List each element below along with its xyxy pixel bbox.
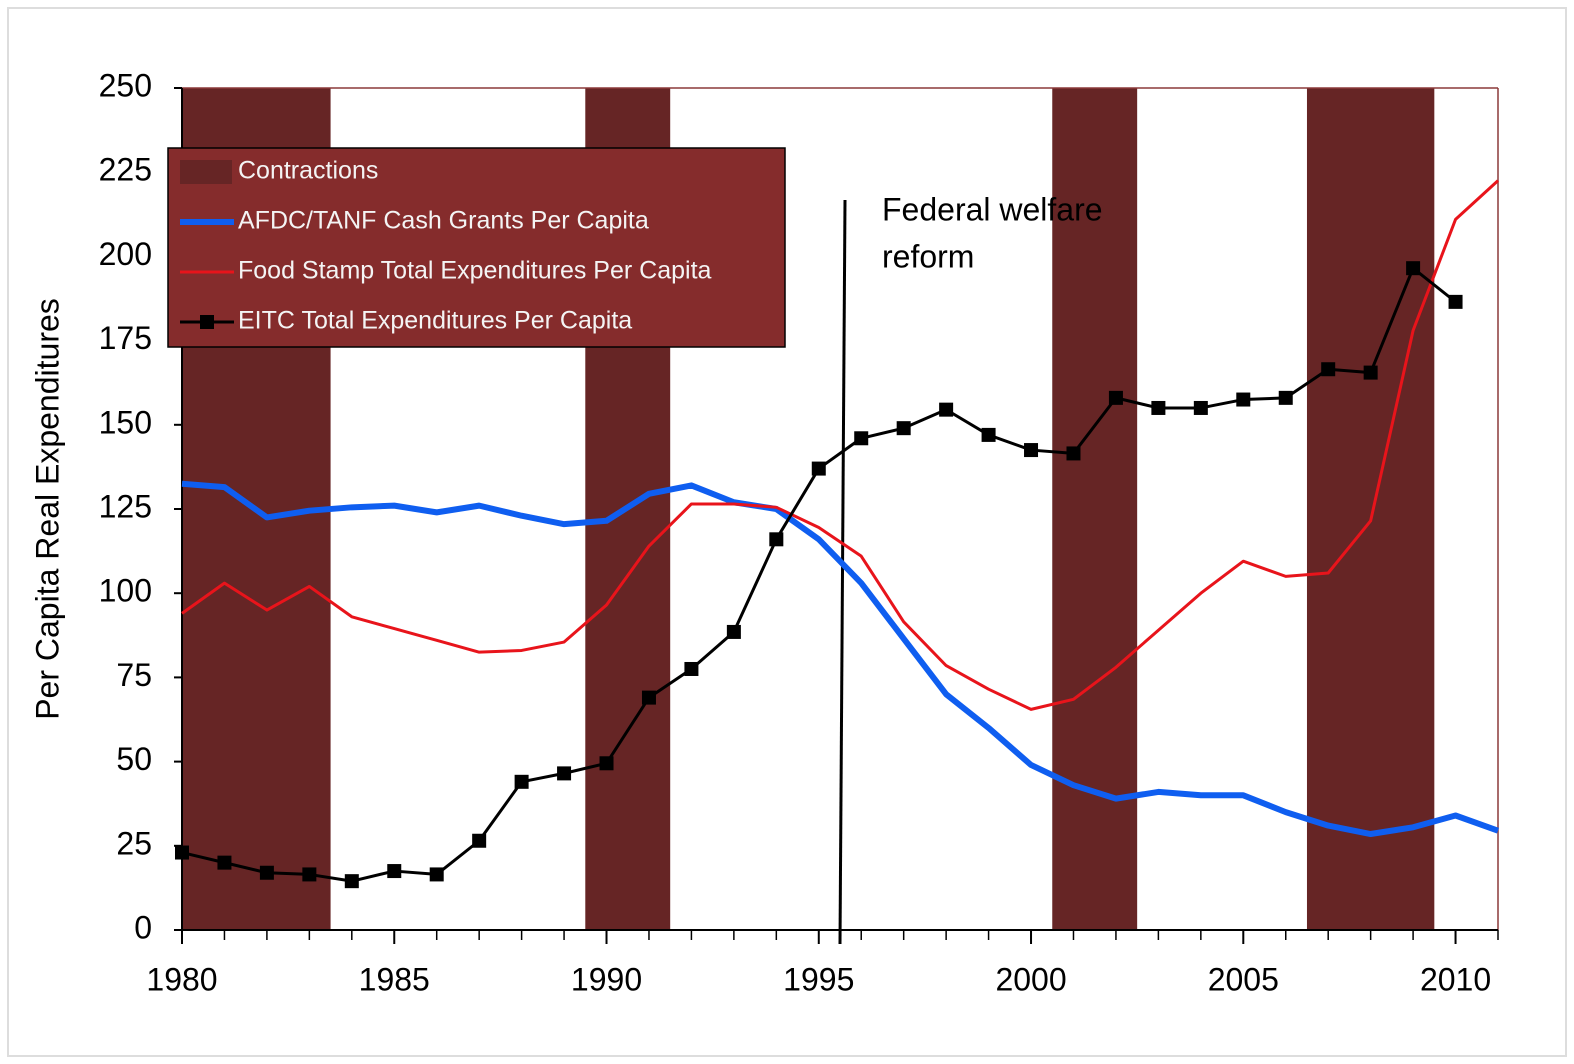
series-marker	[811, 461, 826, 476]
series-marker	[344, 874, 359, 889]
legend-swatch	[180, 160, 232, 184]
y-tick-label: 50	[116, 741, 152, 777]
series-marker	[472, 833, 487, 848]
series-line	[181, 480, 1500, 838]
series-marker	[599, 756, 614, 771]
y-tick-label: 150	[99, 404, 152, 440]
series-marker	[1024, 443, 1039, 458]
x-tick-label: 2000	[995, 961, 1066, 997]
y-tick-label: 0	[134, 909, 152, 945]
series-marker	[217, 855, 232, 870]
annotation-line	[838, 199, 847, 945]
series-marker	[302, 867, 317, 882]
y-tick-label: 125	[99, 488, 152, 524]
series-marker	[1066, 446, 1081, 461]
series-marker	[387, 864, 402, 879]
y-tick-label: 250	[99, 67, 152, 103]
series-marker	[429, 867, 444, 882]
series-marker	[896, 421, 911, 436]
y-tick-label: 225	[99, 152, 152, 188]
series-marker	[769, 532, 784, 547]
series-marker	[1406, 261, 1421, 276]
series-marker	[1363, 365, 1378, 380]
y-tick-label: 200	[99, 236, 152, 272]
annotation-text: reform	[882, 238, 974, 274]
x-tick-label: 2010	[1420, 961, 1491, 997]
x-tick-label: 1985	[359, 961, 430, 997]
y-tick-label: 100	[99, 573, 152, 609]
y-axis-label: Per Capita Real Expenditures	[29, 298, 65, 720]
series-marker	[1151, 400, 1166, 415]
series-marker	[684, 661, 699, 676]
series-marker	[557, 766, 572, 781]
series-marker	[1236, 392, 1251, 407]
series-marker	[1448, 294, 1463, 309]
y-tick-label: 25	[116, 825, 152, 861]
series-line	[181, 179, 1500, 711]
legend-label: Contractions	[238, 157, 378, 185]
series-marker	[1278, 390, 1293, 405]
legend-marker	[200, 315, 214, 329]
series-marker	[514, 774, 529, 789]
series-marker	[1108, 390, 1123, 405]
series-marker	[175, 845, 189, 860]
x-tick-label: 1980	[146, 961, 217, 997]
x-tick-label: 1995	[783, 961, 854, 997]
series-marker	[259, 865, 274, 880]
x-tick-label: 1990	[571, 961, 642, 997]
y-tick-label: 75	[116, 657, 152, 693]
series-marker	[939, 402, 954, 417]
series-marker	[981, 427, 996, 442]
annotation-text: Federal welfare	[882, 191, 1103, 227]
series-marker	[1321, 362, 1336, 377]
series-marker	[641, 690, 656, 705]
legend-label: Food Stamp Total Expenditures Per Capita	[238, 257, 712, 285]
legend-label: AFDC/TANF Cash Grants Per Capita	[238, 207, 649, 235]
series-marker	[726, 624, 741, 639]
series-marker	[854, 431, 869, 446]
legend-label: EITC Total Expenditures Per Capita	[238, 307, 632, 335]
y-tick-label: 175	[99, 320, 152, 356]
legend-box	[167, 147, 786, 348]
series-marker	[1193, 400, 1208, 415]
contraction-band	[1306, 88, 1435, 930]
x-tick-label: 2005	[1208, 961, 1279, 997]
